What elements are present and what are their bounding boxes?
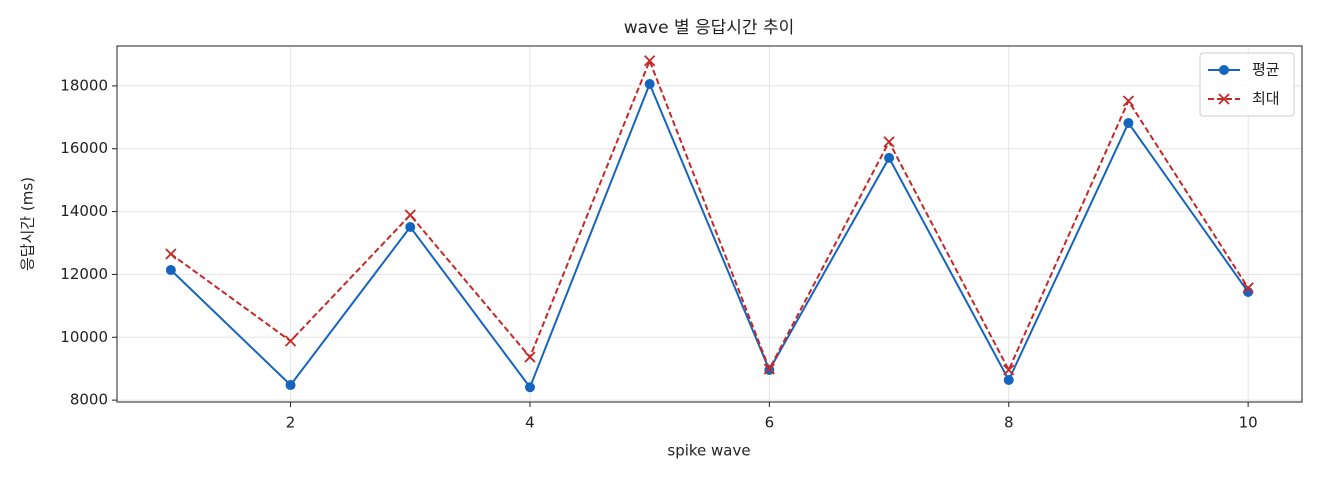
marker <box>524 351 536 363</box>
legend-box <box>1199 52 1295 117</box>
marker <box>165 265 176 276</box>
y-tick-label: 10000 <box>60 328 108 346</box>
y-tick-label: 8000 <box>70 391 108 409</box>
x-axis-label: spike wave <box>667 442 750 460</box>
plot-frame <box>116 45 1303 403</box>
x-tick-label: 4 <box>525 414 535 432</box>
series-line <box>170 81 1249 390</box>
marker <box>524 382 535 393</box>
y-tick-label: 12000 <box>60 265 108 283</box>
marker <box>1003 375 1014 386</box>
y-tick-label: 14000 <box>60 202 108 220</box>
marker <box>883 136 895 148</box>
marker <box>884 152 895 163</box>
marker <box>763 363 775 375</box>
marker <box>1003 364 1015 376</box>
legend-label: 평균 <box>1252 61 1280 79</box>
marker <box>1123 117 1134 128</box>
y-tick-label: 18000 <box>60 76 108 94</box>
y-tick-label: 16000 <box>60 139 108 157</box>
chart-title: wave 별 응답시간 추이 <box>624 18 795 38</box>
x-tick-label: 10 <box>1239 414 1258 432</box>
marker <box>165 248 177 260</box>
legend-marker <box>1218 93 1230 105</box>
x-tick-label: 8 <box>1004 414 1014 432</box>
marker <box>404 209 416 221</box>
series-line <box>170 58 1249 373</box>
legend-label: 최대 <box>1252 90 1280 108</box>
legend-marker <box>1219 65 1229 75</box>
y-axis-label: 응답시간 (ms) <box>19 177 37 271</box>
x-tick-label: 6 <box>765 414 775 432</box>
marker <box>285 380 296 391</box>
marker <box>405 221 416 232</box>
x-tick-label: 2 <box>286 414 296 432</box>
marker <box>284 335 297 347</box>
marker <box>1122 95 1135 107</box>
marker <box>644 55 656 67</box>
marker <box>644 79 655 90</box>
marker <box>1242 282 1254 294</box>
